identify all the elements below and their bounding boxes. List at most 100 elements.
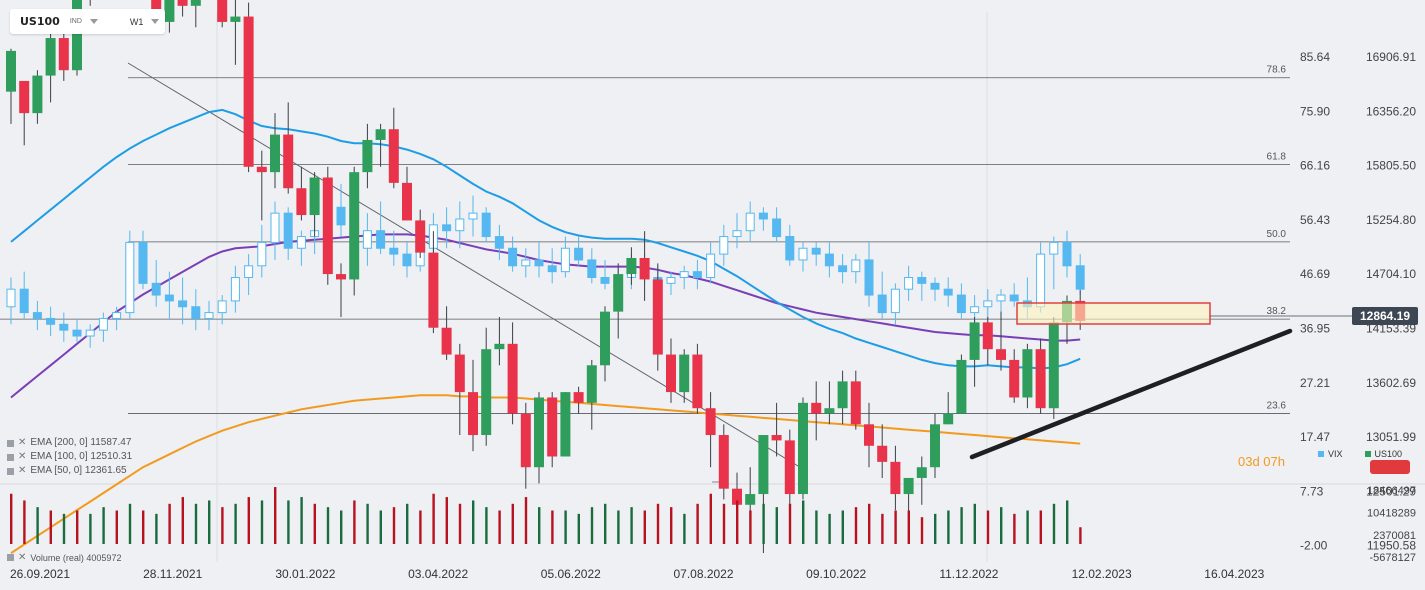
us100-candle-down — [468, 392, 478, 436]
vix-candle — [191, 306, 201, 319]
vix-candle — [521, 259, 531, 267]
volume-bar — [379, 510, 382, 544]
volume-bar — [1066, 500, 1069, 544]
us100-candle-up — [534, 397, 544, 468]
volume-bar — [577, 513, 580, 544]
settings-icon[interactable] — [7, 554, 14, 561]
vix-axis-label: 36.95 — [1300, 322, 1330, 336]
close-icon[interactable]: ✕ — [18, 451, 27, 462]
volume-bar — [802, 500, 805, 544]
volume-bar — [142, 510, 145, 544]
volume-bar — [617, 510, 620, 544]
vix-legend-label[interactable]: VIX — [1328, 449, 1343, 459]
us100-candle-up — [758, 435, 769, 495]
volume-axis-label: 10418289 — [1367, 507, 1416, 519]
us100-candle-down — [666, 354, 676, 393]
vix-candle — [481, 212, 491, 238]
volume-bar — [313, 503, 316, 544]
us100-candle-up — [824, 408, 835, 414]
vix-candle — [336, 206, 346, 226]
us100-candle-up — [349, 172, 360, 280]
vix-candle — [217, 300, 227, 314]
chevron-down-icon[interactable] — [151, 19, 160, 24]
us100-candle-down — [1035, 349, 1046, 409]
us100-candle-down — [547, 397, 558, 457]
indicator-ema50[interactable]: ✕ EMA [50, 0] 12361.65 — [7, 464, 132, 478]
volume-axis-label: 2370081 — [1373, 530, 1416, 542]
volume-bar — [287, 500, 290, 544]
volume-bar — [247, 497, 250, 544]
volume-bar — [498, 510, 501, 544]
volume-bar — [564, 510, 567, 544]
volume-axis-label: 18466497 — [1367, 485, 1416, 497]
timeframe-label[interactable]: W1 — [129, 16, 144, 27]
volume-bar — [1079, 527, 1082, 544]
vix-candle — [877, 294, 887, 314]
us100-candle-down — [243, 16, 254, 167]
sell-price-badge[interactable] — [1370, 460, 1410, 474]
close-icon[interactable]: ✕ — [18, 465, 27, 476]
volume-axis-label: -5678127 — [1370, 552, 1417, 564]
vix-candle — [151, 282, 161, 296]
us100-candle-down — [877, 445, 888, 462]
close-icon[interactable]: ✕ — [18, 437, 27, 448]
volume-bar — [326, 507, 330, 544]
us100-candle-up — [6, 50, 16, 92]
vix-axis-label: 56.43 — [1300, 213, 1330, 227]
us100-candle-up — [626, 257, 637, 275]
volume-bar — [221, 507, 224, 544]
volume-bar — [1039, 510, 1042, 544]
indicator-legend: ✕ EMA [200, 0] 11587.47 ✕ EMA [100, 0] 125… — [7, 436, 132, 478]
symbol-label[interactable]: US100 — [20, 15, 60, 28]
volume-bar — [815, 510, 818, 544]
vix-candle — [719, 236, 729, 255]
vix-swatch-icon — [1318, 451, 1324, 457]
us100-candle-up — [798, 402, 808, 495]
vix-candle — [666, 276, 676, 284]
us100-candle-up — [930, 424, 940, 468]
volume-bar — [194, 503, 198, 544]
ema50-line — [10, 108, 1081, 370]
settings-icon[interactable] — [7, 467, 14, 475]
vix-axis-label: 46.69 — [1300, 267, 1330, 281]
indicator-ema200[interactable]: ✕ EMA [200, 0] 11587.47 — [7, 436, 132, 450]
fib-level-label: 38.2 — [1267, 306, 1287, 317]
volume-legend[interactable]: ✕ Volume (real) 4005972 — [7, 552, 121, 563]
vix-candle — [178, 300, 188, 308]
vix-candle — [85, 329, 95, 337]
volume-bar — [115, 510, 118, 544]
close-icon[interactable]: ✕ — [18, 552, 27, 563]
settings-icon[interactable] — [7, 439, 14, 447]
vix-candle — [19, 288, 29, 314]
settings-icon[interactable] — [7, 453, 14, 461]
chevron-down-icon[interactable] — [89, 19, 98, 24]
vix-candle — [930, 282, 940, 290]
volume-bar — [524, 497, 528, 544]
us100-candle-up — [309, 177, 320, 216]
vix-candle — [838, 265, 848, 273]
vix-candle — [732, 230, 742, 238]
us100-candle-down — [441, 327, 452, 355]
vix-candle — [706, 253, 716, 278]
date-axis-label: 28.11.2021 — [143, 567, 202, 581]
vix-candle — [1009, 294, 1019, 302]
date-axis-label: 09.10.2022 — [806, 567, 866, 581]
vix-candle — [244, 265, 254, 278]
volume-bar — [406, 503, 409, 544]
vix-axis-label: -2.00 — [1300, 539, 1328, 553]
vix-candle — [442, 224, 452, 232]
vix-candle — [376, 230, 386, 249]
vix-candle — [494, 236, 504, 249]
symbol-toolbar[interactable]: US100 IND W1 — [10, 9, 165, 34]
volume-bar — [736, 500, 739, 544]
us100-candle-down — [811, 402, 822, 414]
indicator-ema100[interactable]: ✕ EMA [100, 0] 12510.31 — [7, 450, 132, 464]
us100-legend-label[interactable]: US100 — [1374, 449, 1403, 459]
us100-candle-down — [639, 257, 650, 280]
volume-bar — [934, 513, 937, 544]
date-axis-label: 05.06.2022 — [541, 567, 601, 581]
vix-candle — [798, 247, 808, 261]
volume-bar — [828, 513, 831, 544]
vix-candle — [455, 218, 465, 232]
